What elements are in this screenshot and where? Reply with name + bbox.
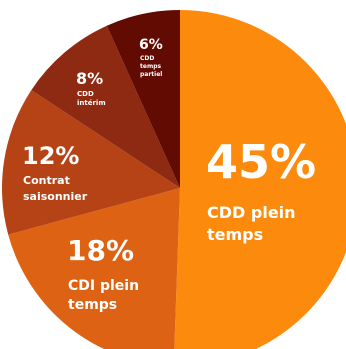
slice-category-line: CDD plein — [207, 203, 296, 222]
pie-slice-5 — [106, 10, 180, 188]
slice-percent: 12% — [22, 142, 79, 170]
pie-slice-3 — [1, 90, 180, 235]
slice-label-2: 18% CDI plein temps — [67, 234, 139, 313]
slice-label-3: 12% Contrat saisonnier — [22, 142, 88, 203]
slice-category-line: temps — [207, 225, 263, 244]
slice-percent: 6% — [139, 37, 163, 53]
pie-slice-2 — [8, 188, 180, 349]
slice-percent: 18% — [67, 234, 134, 267]
slice-category-line: partiel — [140, 71, 162, 78]
slice-category-line: saisonnier — [23, 190, 88, 203]
pie-slice-1 — [174, 10, 346, 349]
slice-category-line: CDD — [77, 90, 94, 98]
pie-labels: 45% CDD plein temps 18% CDI plein temps 12% Con… — [22, 37, 316, 313]
slice-label-1: 45% CDD plein temps — [206, 135, 316, 244]
pie-slices — [1, 10, 346, 349]
slice-category-line: CDD — [140, 55, 154, 62]
slice-category-line: intérim — [77, 99, 106, 107]
slice-category-line: temps — [140, 63, 161, 70]
slice-percent: 8% — [76, 69, 103, 88]
slice-percent: 45% — [206, 135, 316, 189]
slice-category-line: CDI plein — [68, 278, 139, 294]
slice-category-line: temps — [68, 297, 117, 313]
slice-category-line: Contrat — [23, 174, 70, 187]
pie-slice-4 — [31, 25, 180, 189]
